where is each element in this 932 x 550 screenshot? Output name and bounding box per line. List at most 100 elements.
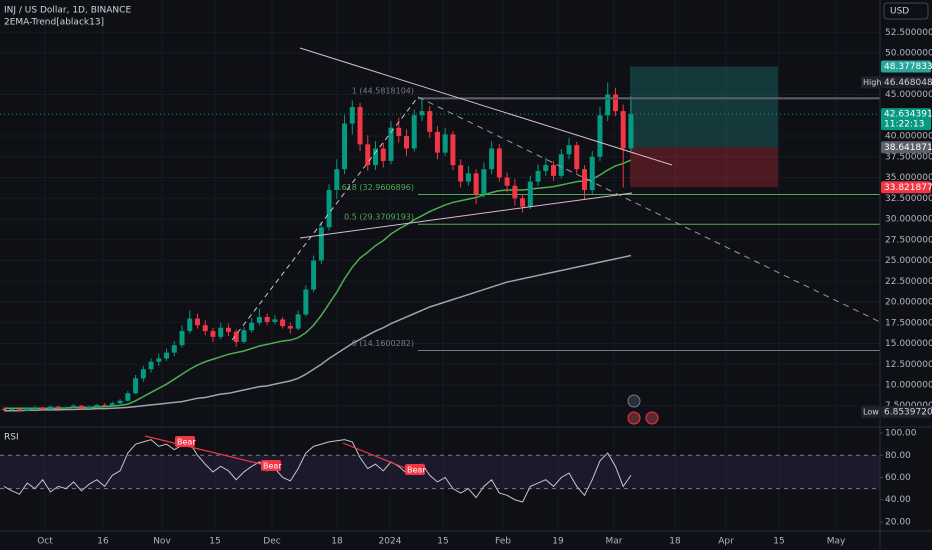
x-tick-label: 19 — [552, 537, 564, 547]
high-value: 46.4680481 — [884, 78, 932, 88]
divergence-line — [144, 435, 266, 466]
y-tick-label: 35.0000000 — [885, 173, 932, 183]
candle-body — [264, 316, 270, 322]
x-tick-label: Feb — [495, 537, 511, 547]
candle-body — [171, 345, 177, 353]
candle-body — [63, 407, 69, 409]
candle-body — [125, 393, 131, 401]
candle-body — [605, 94, 611, 116]
candle-body — [411, 115, 417, 149]
rsi-tick-label: 40.00 — [885, 495, 911, 505]
candle-body — [210, 331, 216, 337]
candle-body — [465, 173, 471, 182]
bear-tag — [175, 436, 195, 447]
y-tick-label: 20.0000000 — [885, 298, 932, 308]
candle-body — [326, 189, 332, 228]
event-icon[interactable] — [627, 411, 641, 425]
candle-body — [342, 123, 348, 170]
rsi-tick-label: 20.00 — [885, 517, 911, 527]
candle-body — [78, 405, 84, 409]
x-tick-label: 18 — [669, 537, 681, 547]
candle-body — [520, 198, 526, 207]
candle-body — [473, 173, 479, 195]
candle-body — [318, 227, 324, 261]
rsi-tick-label: 100.00 — [885, 429, 917, 439]
x-tick-label: Dec — [263, 537, 280, 547]
target-value: 48.3778332 — [884, 62, 932, 72]
rsi-tick-label: 60.00 — [885, 473, 911, 483]
x-tick-label: 15 — [773, 537, 784, 547]
y-tick-label: 12.5000000 — [885, 360, 932, 370]
candle-body — [589, 156, 595, 190]
candle-body — [551, 165, 557, 176]
currency-button[interactable] — [883, 2, 929, 20]
x-tick-label: 2024 — [379, 537, 402, 547]
stop-tag — [881, 181, 931, 194]
candle-body — [458, 165, 464, 182]
candle-body — [86, 406, 92, 409]
event-icon[interactable] — [645, 411, 659, 425]
rsi-title: RSI — [4, 433, 19, 443]
candle-body — [295, 314, 301, 329]
x-tick-label: 15 — [437, 537, 448, 547]
x-tick-label: Mar — [606, 537, 623, 547]
candle-body — [225, 327, 231, 332]
bear-label: Bear — [263, 462, 282, 471]
candle-body — [450, 134, 456, 166]
rsi-line — [3, 439, 632, 503]
low-caption-box — [861, 406, 880, 418]
candle-body — [94, 404, 100, 407]
candle-body — [1, 409, 7, 411]
candle-body — [287, 326, 293, 329]
currency-label[interactable]: USD — [890, 7, 909, 17]
candle-body — [218, 327, 224, 337]
candle-body — [512, 185, 518, 199]
bear-label: Bear — [177, 438, 196, 447]
y-tick-label: 10.0000000 — [885, 380, 932, 390]
event-icon[interactable] — [627, 394, 641, 408]
x-tick-label: Apr — [718, 537, 734, 547]
low-caption: Low — [863, 408, 879, 417]
candle-body — [334, 169, 340, 190]
fib-label: 0.618 (32.9606896) — [334, 183, 414, 192]
candle-body — [202, 325, 208, 332]
candle-body — [489, 148, 495, 170]
candle-body — [349, 106, 355, 124]
candle-body — [32, 407, 38, 409]
candle-body — [481, 169, 487, 195]
x-tick-label: Nov — [153, 537, 171, 547]
y-tick-label: 50.0000000 — [885, 49, 932, 59]
candle-body — [620, 111, 626, 149]
candle-body — [109, 403, 115, 406]
candle-body — [140, 369, 146, 379]
candle-body — [434, 131, 440, 153]
x-tick-label: 15 — [209, 537, 220, 547]
axes: Oct16Nov15Dec18202415Feb19Mar18Apr15May7… — [37, 28, 932, 547]
candle-body — [566, 145, 572, 155]
entry-tag — [881, 141, 931, 154]
fib-label: 1 (44.5818104) — [352, 86, 414, 95]
candle-body — [535, 170, 541, 182]
candle-body — [419, 111, 425, 116]
rsi-band — [0, 455, 880, 489]
candle-body — [504, 177, 510, 186]
stop-zone — [630, 147, 778, 188]
candle-body — [597, 115, 603, 157]
y-tick-label: 22.5000000 — [885, 277, 932, 287]
fib-label: 0.5 (29.3709193) — [344, 213, 414, 222]
candle-body — [256, 316, 262, 323]
y-tick-label: 32.5000000 — [885, 194, 932, 204]
x-tick-label: 16 — [97, 537, 109, 547]
y-tick-label: 25.0000000 — [885, 256, 932, 266]
last-price-tag — [881, 108, 931, 131]
indicator-label: 2EMA-Trend[ablack13] — [4, 18, 104, 28]
y-tick-label: 37.5000000 — [885, 152, 932, 162]
last-price-value: 42.6343918 — [884, 110, 932, 120]
candle-body — [496, 148, 502, 178]
candle-body — [133, 378, 139, 394]
candle-body — [195, 318, 200, 326]
low-value: 6.8539720 — [884, 408, 932, 418]
y-tick-label: 15.0000000 — [885, 339, 932, 349]
candle-body — [156, 358, 162, 362]
